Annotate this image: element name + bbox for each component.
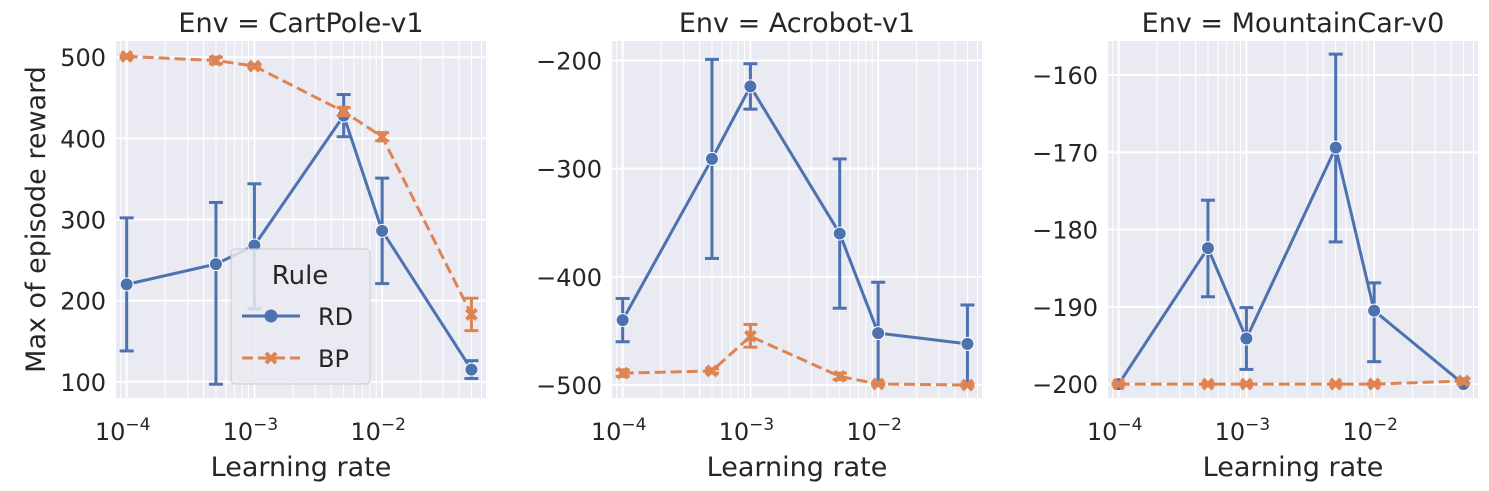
y-axis-label: Max of episode reward	[21, 66, 52, 373]
data-point	[120, 50, 134, 63]
plot-area	[612, 41, 982, 398]
legend-label-bp: BP	[318, 345, 349, 373]
series-line	[621, 83, 968, 346]
data-point	[1329, 377, 1343, 391]
data-point	[1112, 377, 1126, 391]
series-line	[622, 334, 968, 387]
data-point	[743, 79, 758, 94]
data-point	[209, 54, 223, 67]
series-line	[1118, 379, 1464, 386]
y-tick-label: 300	[60, 207, 106, 235]
y-tick-label: 100	[60, 369, 106, 397]
panel-title: Env = MountainCar-v0	[1142, 8, 1445, 39]
data-point	[375, 130, 389, 144]
series-RD	[615, 57, 975, 387]
y-tick-label: −200	[536, 47, 602, 75]
x-axis-label: Learning rate	[211, 452, 392, 483]
y-tick-label: 200	[60, 288, 106, 316]
data-point	[616, 366, 630, 380]
x-tick-label: 10−3	[1215, 415, 1271, 446]
series-line	[126, 112, 473, 371]
data-point	[1367, 377, 1381, 391]
x-tick-label: 10−4	[591, 415, 647, 446]
legend-marker-bp	[264, 351, 278, 365]
legend: Rule RD BP	[230, 248, 371, 385]
panel-title: Env = CartPole-v1	[178, 8, 423, 39]
panel-3: −200 −190 −180 −170 −160 10−4 10−3 10−2 Env = Mo…	[1032, 8, 1478, 483]
x-axis-label: Learning rate	[707, 452, 888, 483]
data-point	[1457, 374, 1470, 388]
legend-label-rd: RD	[318, 303, 353, 331]
data-point	[961, 378, 974, 392]
data-point	[743, 329, 757, 343]
data-point	[704, 151, 719, 166]
x-tick-label: 10−4	[1087, 415, 1143, 446]
data-point	[208, 257, 223, 272]
data-point	[871, 326, 886, 341]
x-tick-label: 10−3	[223, 415, 279, 446]
y-tick-label: 400	[60, 125, 106, 153]
series-BP	[615, 322, 975, 392]
x-axis-label: Learning rate	[1203, 452, 1384, 483]
data-point	[1328, 140, 1343, 155]
y-tick-label: −200	[1032, 371, 1098, 399]
data-point	[464, 362, 479, 377]
legend-marker-rd	[264, 309, 278, 323]
series-RD	[119, 93, 479, 386]
data-point	[1201, 377, 1215, 391]
data-point	[871, 377, 885, 391]
panel-1: 100 200 300 400 500 10−4 10−3 10−2 Env = CartPol…	[21, 8, 486, 483]
y-tick-label: −170	[1032, 139, 1098, 167]
plot-area	[1108, 41, 1478, 398]
data-point	[833, 369, 847, 383]
data-point	[337, 105, 351, 119]
data-point	[1367, 303, 1382, 318]
data-point	[1200, 241, 1215, 256]
data-point	[1239, 331, 1254, 346]
data-point	[615, 313, 630, 328]
panel-title: Env = Acrobot-v1	[679, 8, 915, 39]
data-point	[832, 226, 847, 241]
y-tick-label: −400	[536, 264, 602, 292]
y-tick-label: −180	[1032, 217, 1098, 245]
x-tick-label: 10−3	[719, 415, 775, 446]
data-point	[375, 223, 390, 238]
series-line	[126, 54, 473, 316]
x-tick-label: 10−2	[350, 415, 406, 446]
x-tick-label: 10−4	[95, 415, 151, 446]
y-tick-label: −300	[536, 156, 602, 184]
y-tick-label: −190	[1032, 294, 1098, 322]
data-point	[248, 59, 261, 73]
series-BP	[1111, 374, 1471, 391]
data-point	[119, 277, 134, 292]
legend-title: Rule	[272, 261, 329, 291]
x-tick-label: 10−2	[846, 415, 902, 446]
y-tick-label: −500	[536, 372, 602, 400]
series-line	[1117, 143, 1465, 386]
legend-box	[230, 248, 371, 385]
y-tick-label: 500	[60, 44, 106, 72]
x-tick-label: 10−2	[1342, 415, 1398, 446]
y-tick-label: −160	[1032, 62, 1098, 90]
data-point	[960, 336, 975, 351]
data-point	[1239, 377, 1253, 391]
series-BP	[119, 50, 479, 333]
data-point	[705, 364, 719, 378]
data-point	[465, 308, 478, 321]
panel-2: −500 −400 −300 −200 10−4 10−3 10−2 Env = Acrobo…	[536, 8, 982, 483]
